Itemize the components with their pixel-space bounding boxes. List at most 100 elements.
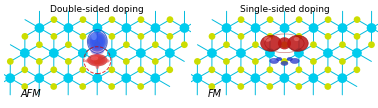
Ellipse shape [264,36,271,42]
Circle shape [79,66,86,73]
Ellipse shape [277,57,282,61]
Circle shape [50,83,57,90]
Ellipse shape [271,59,275,61]
Ellipse shape [85,59,90,63]
Circle shape [167,33,173,40]
Circle shape [122,23,131,33]
Circle shape [121,73,131,83]
Circle shape [222,23,231,33]
Circle shape [108,16,115,23]
Circle shape [152,41,159,48]
Circle shape [352,48,362,58]
Ellipse shape [294,37,299,41]
Circle shape [279,73,289,83]
Circle shape [266,83,273,90]
Ellipse shape [281,61,288,65]
Circle shape [223,58,230,65]
Circle shape [20,48,30,58]
Circle shape [238,16,245,23]
Ellipse shape [90,33,105,50]
Circle shape [265,48,275,58]
Circle shape [36,41,43,48]
Circle shape [64,23,73,33]
Circle shape [338,23,347,33]
Circle shape [94,41,101,48]
Circle shape [208,83,215,90]
Circle shape [123,58,130,65]
Ellipse shape [270,58,279,64]
Circle shape [192,73,202,83]
Ellipse shape [96,53,99,58]
Circle shape [180,83,186,90]
Circle shape [252,41,259,48]
Ellipse shape [87,54,107,66]
Circle shape [252,58,259,65]
Circle shape [138,66,144,73]
Circle shape [223,41,230,48]
Circle shape [166,66,173,73]
Text: AFM: AFM [21,89,41,99]
Circle shape [195,16,202,23]
Circle shape [353,66,360,73]
Circle shape [310,41,317,48]
Circle shape [368,41,375,48]
Circle shape [310,58,317,65]
Circle shape [108,66,115,73]
Circle shape [325,16,332,23]
Circle shape [94,58,101,65]
Circle shape [354,16,361,23]
Circle shape [49,48,59,58]
Circle shape [294,48,304,58]
Circle shape [296,83,302,90]
Ellipse shape [288,35,308,51]
Ellipse shape [104,59,110,63]
Circle shape [325,33,332,40]
Circle shape [5,73,15,83]
Circle shape [194,58,201,65]
Circle shape [165,48,175,58]
Circle shape [266,33,273,40]
Ellipse shape [89,55,105,65]
Circle shape [150,23,160,33]
Text: Single-sided doping: Single-sided doping [240,5,329,14]
Ellipse shape [88,31,107,52]
Circle shape [237,83,244,90]
Circle shape [180,23,189,33]
Circle shape [339,58,346,65]
Ellipse shape [91,35,103,48]
Circle shape [79,83,86,90]
Circle shape [309,23,318,33]
Circle shape [22,66,28,73]
Circle shape [138,33,144,40]
Ellipse shape [91,56,98,60]
Circle shape [138,16,144,23]
Circle shape [354,33,360,40]
Circle shape [281,58,288,65]
Circle shape [107,48,117,58]
Circle shape [323,48,333,58]
Ellipse shape [290,58,299,64]
Circle shape [209,66,215,73]
Circle shape [64,73,73,83]
Circle shape [236,48,246,58]
Circle shape [267,16,273,23]
Circle shape [136,48,146,58]
Circle shape [22,33,28,40]
Ellipse shape [261,35,281,51]
Ellipse shape [287,57,292,61]
Circle shape [296,66,302,73]
Circle shape [123,41,130,48]
Circle shape [280,23,290,33]
Circle shape [7,58,14,65]
Circle shape [308,73,318,83]
Circle shape [137,83,144,90]
Circle shape [325,66,331,73]
Ellipse shape [91,56,104,64]
Circle shape [266,66,273,73]
Circle shape [21,83,28,90]
Ellipse shape [278,37,291,49]
Circle shape [108,83,115,90]
Circle shape [36,58,43,65]
Circle shape [150,73,160,83]
Circle shape [251,73,260,83]
